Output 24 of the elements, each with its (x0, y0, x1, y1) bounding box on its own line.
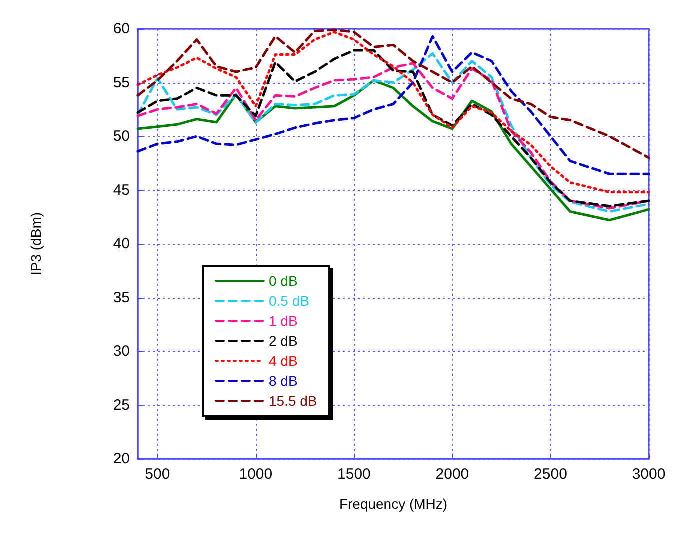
y-tick-label: 55 (113, 74, 130, 92)
x-tick-label: 2000 (436, 466, 470, 483)
legend-label: 4 dB (269, 353, 298, 369)
y-tick-label: 60 (113, 20, 130, 38)
y-tick-label: 35 (113, 289, 130, 306)
y-tick-label: 25 (113, 396, 130, 414)
x-tick-label: 2500 (534, 466, 568, 483)
legend-label: 0.5 dB (269, 293, 310, 309)
x-axis-title: Frequency (MHz) (339, 496, 448, 512)
y-tick-label: 20 (113, 450, 130, 468)
x-tick-label: 1000 (239, 466, 273, 483)
y-tick-label: 45 (113, 182, 130, 199)
y-tick-label: 30 (113, 343, 130, 360)
x-tick-label: 1500 (338, 466, 371, 483)
x-tick-label: 3000 (632, 466, 666, 483)
y-tick-label: 50 (113, 128, 130, 145)
legend-label: 0 dB (269, 273, 298, 289)
legend-label: 1 dB (269, 313, 298, 329)
legend-label: 8 dB (269, 373, 298, 389)
y-axis-title: IP3 (dBm) (28, 212, 44, 276)
legend-label: 2 dB (269, 333, 298, 349)
x-tick-label: 500 (145, 466, 170, 483)
legend-label: 15.5 dB (269, 393, 318, 409)
y-tick-label: 40 (113, 236, 130, 252)
